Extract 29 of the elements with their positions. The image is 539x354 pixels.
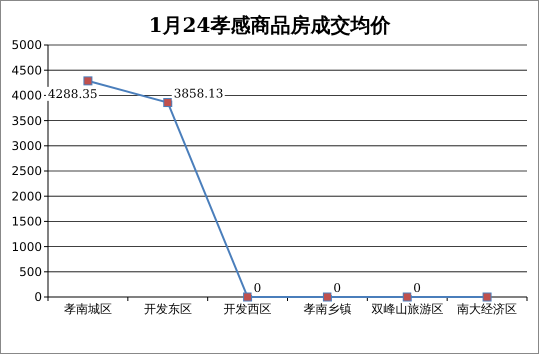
x-tick-label: 开发东区 [144, 302, 192, 316]
x-tick-label: 开发西区 [224, 302, 272, 316]
text: 0 [333, 281, 342, 295]
y-tick-label: 2000 [11, 189, 42, 204]
x-tick-label: 孝南城区 [64, 302, 112, 316]
text: 0 [254, 281, 262, 295]
point [402, 292, 412, 302]
y-tick-label: 500 [19, 265, 42, 279]
point [322, 292, 332, 302]
x-tick-label: 南大经济区 [457, 302, 518, 316]
y-tick-label: 4000 [11, 88, 42, 103]
point [243, 292, 252, 302]
x-tick-label: 双峰山旅游区 [371, 302, 444, 316]
point [163, 98, 172, 108]
y-tick-label: 5000 [11, 38, 42, 52]
y-tick-label: 1500 [11, 214, 42, 229]
point [83, 76, 92, 86]
text: 0 [413, 281, 421, 295]
text: 3858.13 [174, 86, 224, 101]
x-tick-label: 孝南乡镇 [303, 302, 352, 316]
text: 4288.35 [48, 86, 98, 101]
y-tick-label: 3500 [11, 114, 42, 128]
chart-title: 1月24孝感商品房成交均价 [148, 13, 392, 37]
point [482, 292, 492, 302]
y-tick-label: 4500 [11, 63, 42, 78]
y-tick-label: 2500 [11, 164, 42, 178]
y-tick-label: 3000 [11, 139, 42, 153]
y-tick-label: 0 [34, 290, 42, 304]
y-tick-label: 1000 [11, 240, 42, 254]
